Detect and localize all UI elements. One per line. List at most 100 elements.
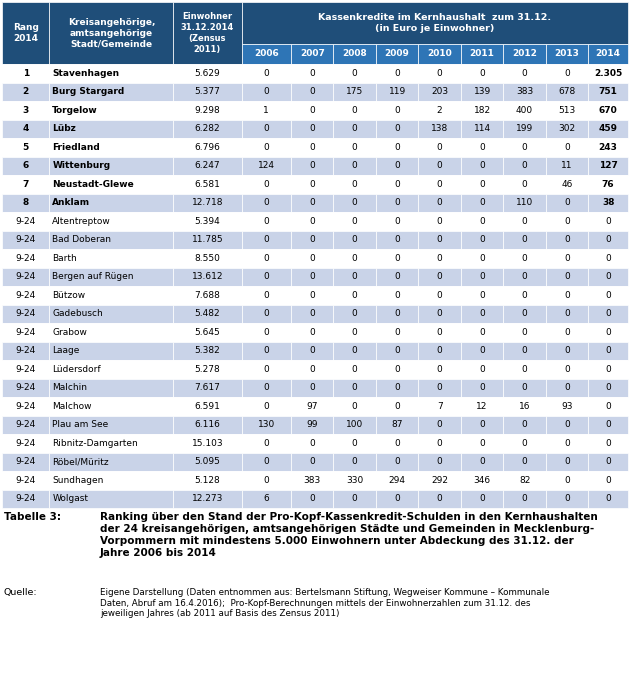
Bar [291,119,333,138]
Text: 0: 0 [564,143,570,152]
Text: 0: 0 [352,309,358,318]
Text: 0: 0 [437,457,442,466]
Bar [503,212,546,231]
Bar [2,360,49,379]
Text: 0: 0 [479,494,485,503]
Bar [333,231,376,249]
Bar [461,305,503,323]
Bar [241,360,291,379]
Text: 5: 5 [23,143,29,152]
Text: 0: 0 [352,346,358,355]
Text: 0: 0 [352,457,358,466]
Text: 114: 114 [474,124,491,133]
Text: 330: 330 [346,476,364,485]
Text: 0: 0 [263,143,269,152]
Text: 9.298: 9.298 [195,106,220,115]
Text: 0: 0 [309,439,315,448]
Text: 0: 0 [394,457,400,466]
Bar [461,323,503,342]
Text: 6.796: 6.796 [195,143,220,152]
Text: 0: 0 [479,346,485,355]
Bar [376,101,418,119]
Text: 0: 0 [394,402,400,410]
Bar [461,138,503,156]
Bar [49,434,173,452]
Text: Einwohner
31.12.2014
(Zensus
2011): Einwohner 31.12.2014 (Zensus 2011) [181,12,234,54]
Text: 0: 0 [263,439,269,448]
Bar [2,268,49,286]
Bar [418,231,461,249]
Bar [588,212,628,231]
Text: 0: 0 [352,253,358,263]
Bar [418,415,461,434]
Bar [461,193,503,212]
Text: Stavenhagen: Stavenhagen [52,69,120,78]
Text: 0: 0 [522,143,527,152]
Bar [173,2,241,64]
Text: 12.718: 12.718 [192,198,223,207]
Text: 0: 0 [437,494,442,503]
Text: 2009: 2009 [385,49,410,59]
Bar [291,156,333,175]
Text: 0: 0 [479,253,485,263]
Bar [588,342,628,360]
Bar [241,64,291,82]
Text: Malchin: Malchin [52,384,88,392]
Text: 0: 0 [564,272,570,281]
Bar [173,101,241,119]
Text: 99: 99 [306,421,318,429]
Bar [418,268,461,286]
Bar [588,360,628,379]
Text: 9-24: 9-24 [16,290,36,300]
Text: 0: 0 [564,253,570,263]
Text: 0: 0 [352,106,358,115]
Bar [49,452,173,471]
Text: 0: 0 [352,143,358,152]
Text: 5.278: 5.278 [195,365,220,374]
Bar [418,156,461,175]
Text: 0: 0 [394,328,400,337]
Text: 0: 0 [394,217,400,226]
Bar [291,286,333,305]
Text: 5.095: 5.095 [195,457,220,466]
Text: 9-24: 9-24 [16,328,36,337]
Bar [376,212,418,231]
Text: 2: 2 [23,87,29,96]
Bar [376,119,418,138]
Bar [333,305,376,323]
Bar [291,452,333,471]
Text: 0: 0 [605,457,611,466]
Text: 110: 110 [516,198,533,207]
Text: 15.103: 15.103 [192,439,223,448]
Text: 302: 302 [559,124,576,133]
Bar [418,101,461,119]
Text: 0: 0 [522,457,527,466]
Bar [418,434,461,452]
Text: 0: 0 [394,346,400,355]
Bar [2,119,49,138]
Bar [418,44,461,64]
Bar [546,379,588,397]
Text: 0: 0 [394,290,400,300]
Bar [503,379,546,397]
Text: 0: 0 [309,180,315,189]
Text: 0: 0 [564,439,570,448]
Bar [546,175,588,193]
Text: Tabelle 3:: Tabelle 3: [4,512,61,522]
Bar [376,415,418,434]
Text: 0: 0 [605,253,611,263]
Text: 0: 0 [522,217,527,226]
Bar [588,82,628,101]
Bar [546,342,588,360]
Text: 243: 243 [598,143,617,152]
Bar [503,249,546,268]
Bar [418,82,461,101]
Text: 0: 0 [479,309,485,318]
Text: 0: 0 [437,365,442,374]
Text: 0: 0 [564,217,570,226]
Bar [333,342,376,360]
Text: 383: 383 [516,87,533,96]
Text: 6.282: 6.282 [195,124,220,133]
Bar [291,305,333,323]
Text: 93: 93 [561,402,573,410]
